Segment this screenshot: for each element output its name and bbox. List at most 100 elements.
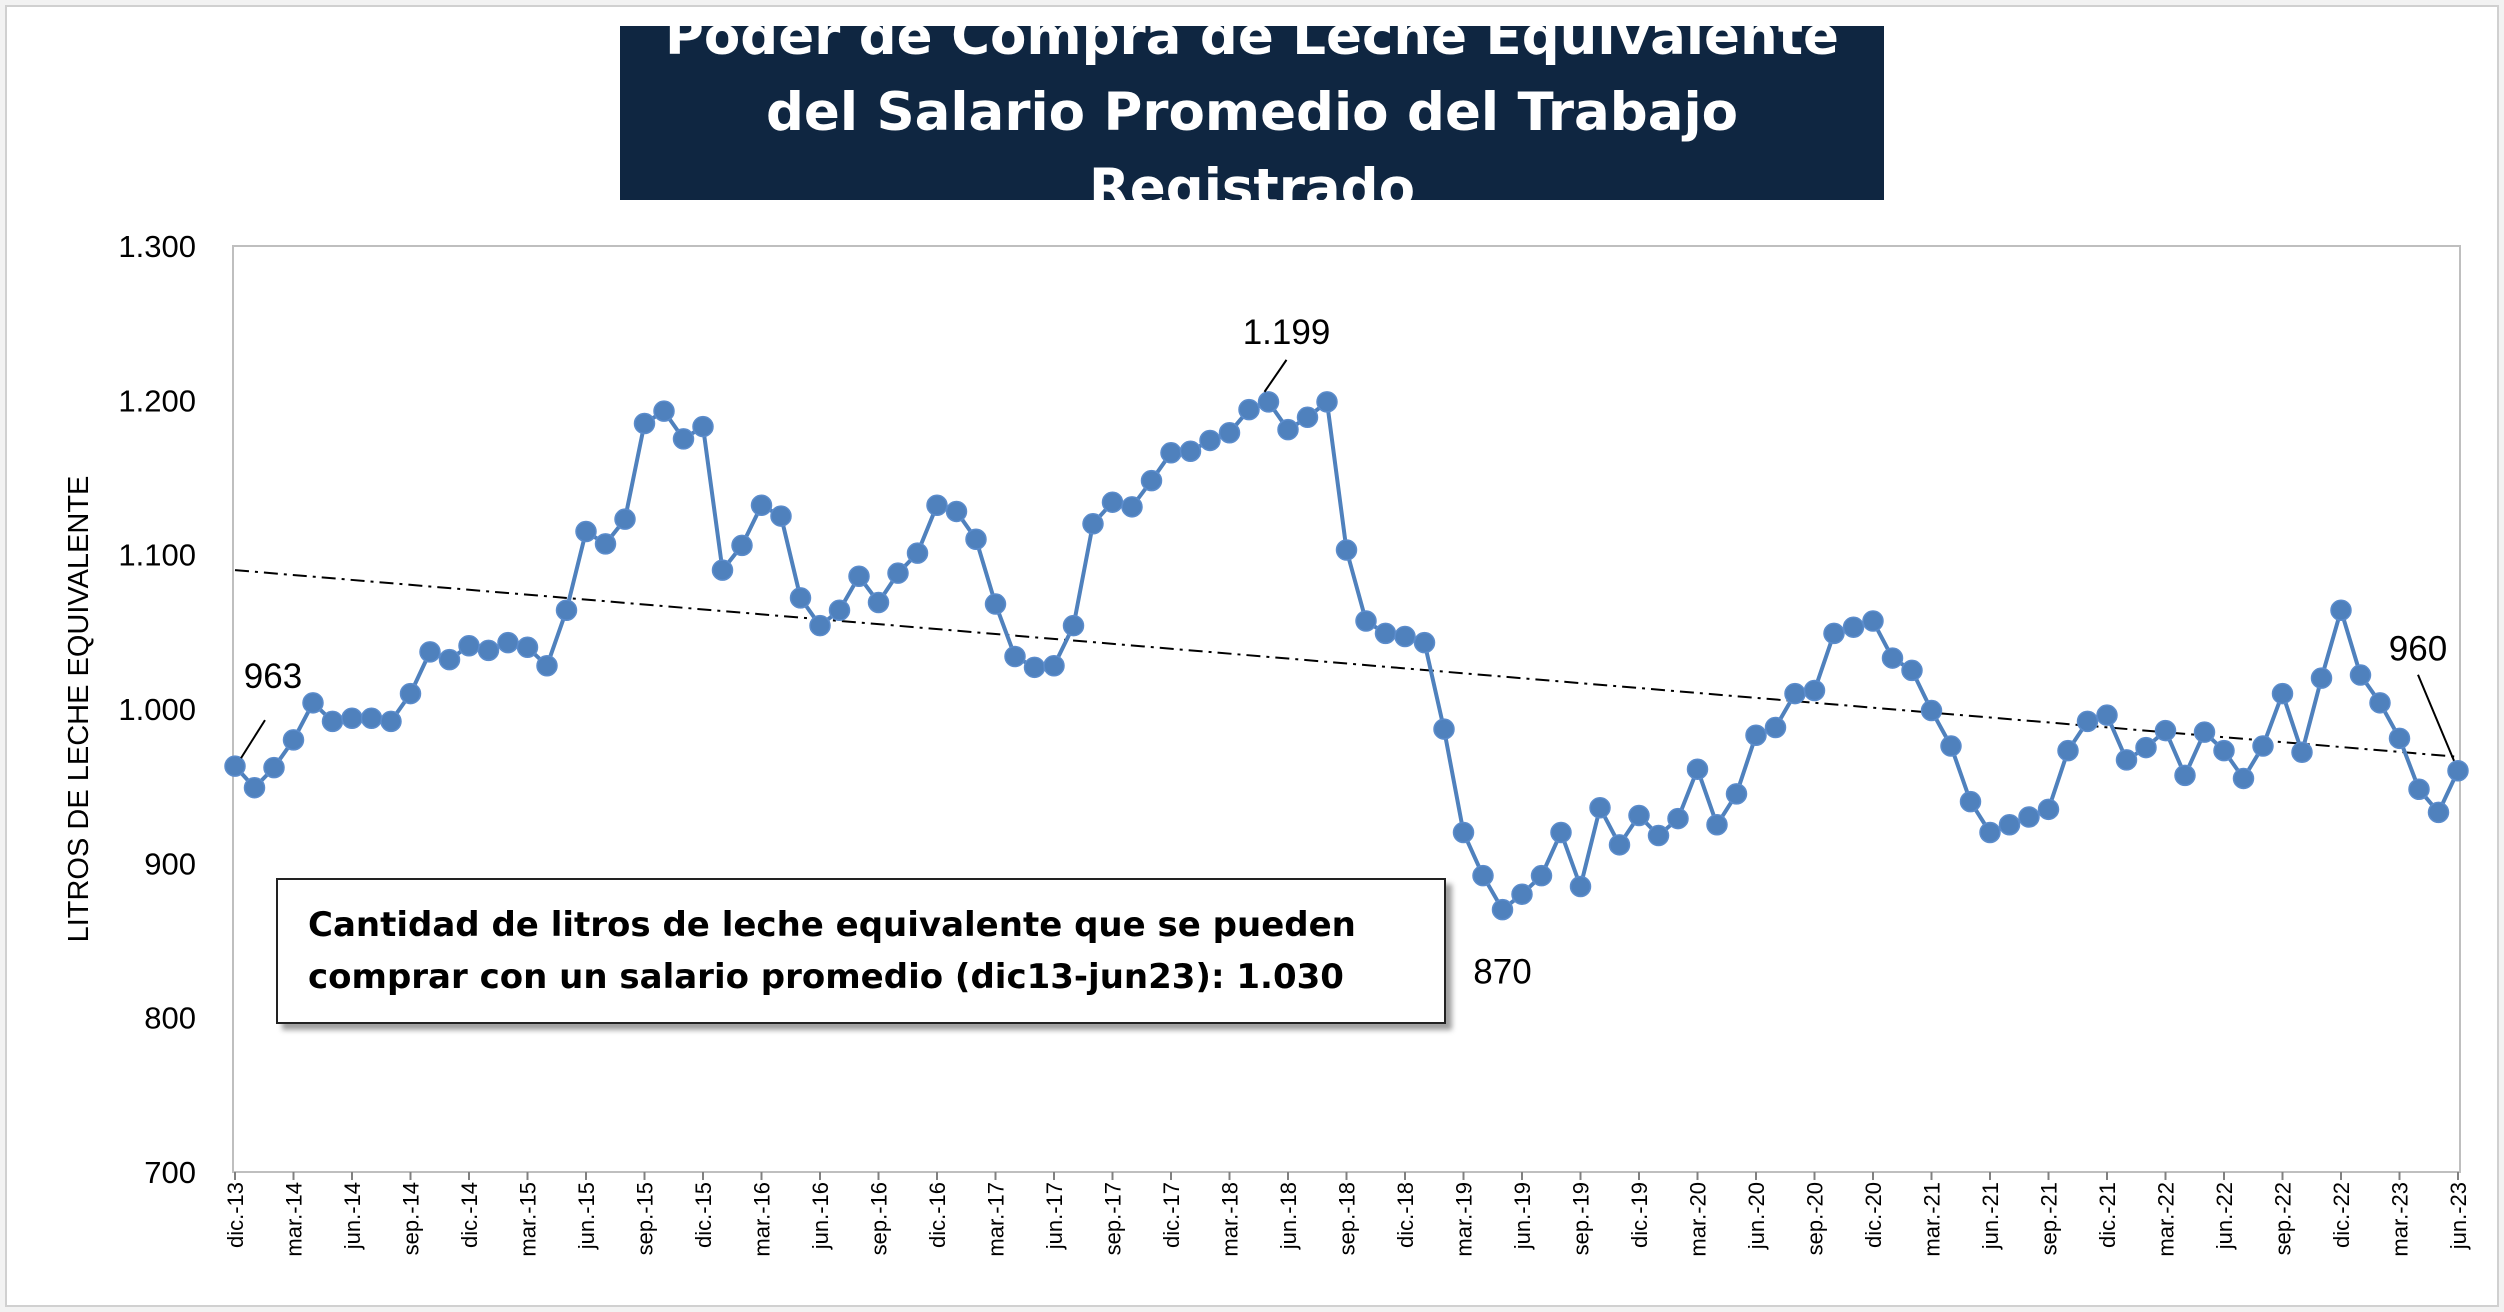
data-point [1920,699,1943,722]
chart-title-line2: del Salario Promedio del Trabajo Registr… [765,82,1739,219]
data-point [2115,749,2138,771]
data-point [1082,513,1104,535]
data-point [867,591,890,614]
data-point [1608,834,1631,856]
data-point [594,533,617,555]
data-point [1550,821,1572,844]
data-point [1530,864,1553,887]
data-point [809,614,831,637]
data-point [2174,764,2196,787]
data-point [2349,664,2372,686]
annotation-leader [2417,674,2455,762]
x-tick-label: mar.-15 [516,1182,541,1257]
data-point [711,559,734,581]
x-tick-label: dic.-22 [2329,1182,2354,1248]
x-tick-label: jun.-23 [2446,1182,2471,1250]
data-point [2154,719,2177,742]
data-point [1316,391,1338,413]
data-point [224,755,246,777]
y-tick-label: 1.000 [118,692,196,727]
data-point [1667,807,1689,830]
data-point [2135,736,2157,759]
data-point [2213,739,2235,762]
data-point [2447,759,2469,782]
data-point [906,542,929,564]
data-point [1784,682,1806,705]
data-point [750,494,773,517]
data-point [2037,798,2060,821]
data-point [1862,610,1884,632]
data-point [497,631,519,654]
data-point [1959,790,1982,813]
data-point [438,648,461,671]
data-point [2310,667,2333,689]
x-tick-label: jun.-17 [1042,1182,1067,1250]
x-tick-label: sep.-20 [1803,1182,1828,1255]
x-tick-label: dic.-18 [1393,1182,1418,1248]
x-tick-label: mar.-18 [1218,1182,1243,1257]
data-point [2018,806,2040,828]
annotation-label: 1.199 [1243,313,1331,352]
data-point [692,415,714,438]
data-point [1628,804,1650,827]
y-tick-label: 1.200 [118,383,196,418]
data-point [321,710,344,733]
data-point [1374,622,1397,645]
data-point [1121,496,1143,518]
y-tick-label: 900 [144,846,196,881]
annotation-label: 960 [2389,630,2447,669]
x-tick-label: sep.-17 [1101,1182,1126,1255]
data-point [380,710,402,733]
data-point [1433,718,1455,740]
data-point [848,565,870,588]
data-point [1043,655,1065,677]
note-line2: comprar con un salario promedio (dic13-j… [308,957,1344,997]
data-point [828,599,851,621]
data-point [1355,610,1377,632]
data-point [1589,797,1611,819]
data-point [302,692,324,714]
data-point [419,641,441,663]
data-point [1296,406,1319,429]
data-point [1140,469,1163,492]
x-tick-label: jun.-20 [1744,1182,1769,1250]
x-tick-label: sep.-18 [1335,1182,1360,1255]
data-point [1452,821,1475,844]
x-tick-label: dic.-14 [457,1182,482,1248]
data-point [1647,824,1670,847]
x-tick-label: sep.-22 [2271,1182,2296,1255]
note-box: Cantidad de litros de leche equivalente … [276,878,1446,1024]
data-point [731,534,753,557]
data-point [1004,645,1026,668]
x-tick-label: mar.-22 [2154,1182,2179,1257]
data-point [1491,898,1514,921]
x-tick-label: dic.-20 [1861,1182,1886,1248]
data-point [1998,814,2021,836]
annotation-label: 963 [244,657,302,696]
x-tick-label: sep.-21 [2037,1182,2062,1255]
data-point [1842,616,1865,638]
x-tick-label: mar.-14 [282,1182,307,1257]
data-point [2193,721,2216,743]
data-point [1335,539,1358,561]
data-point [1979,821,2001,844]
x-tick-label: jun.-21 [1978,1182,2003,1250]
data-point [887,562,909,584]
annotation-layer: 963 1.199 870 960 [240,313,2455,992]
data-point [1160,442,1182,464]
data-point [555,599,578,621]
x-tick-label: sep.-19 [1569,1182,1594,1255]
data-point [1413,631,1436,654]
x-tick-label: dic.-16 [925,1182,950,1248]
data-point [2330,599,2352,621]
x-tick-label: sep.-14 [399,1182,424,1255]
data-point [1101,491,1124,513]
data-point [984,593,1007,615]
data-point [1823,622,1845,645]
x-axis-ticks: dic.-13 mar.-14 jun.-14 sep.-14 dic.-14 mar.-… [223,1172,2471,1257]
data-point [360,707,383,730]
data-point [1179,440,1202,463]
note-line1: Cantidad de litros de leche equivalente … [308,905,1356,945]
y-axis-label: LITROS DE LECHE EQUIVALENTE [63,476,95,943]
